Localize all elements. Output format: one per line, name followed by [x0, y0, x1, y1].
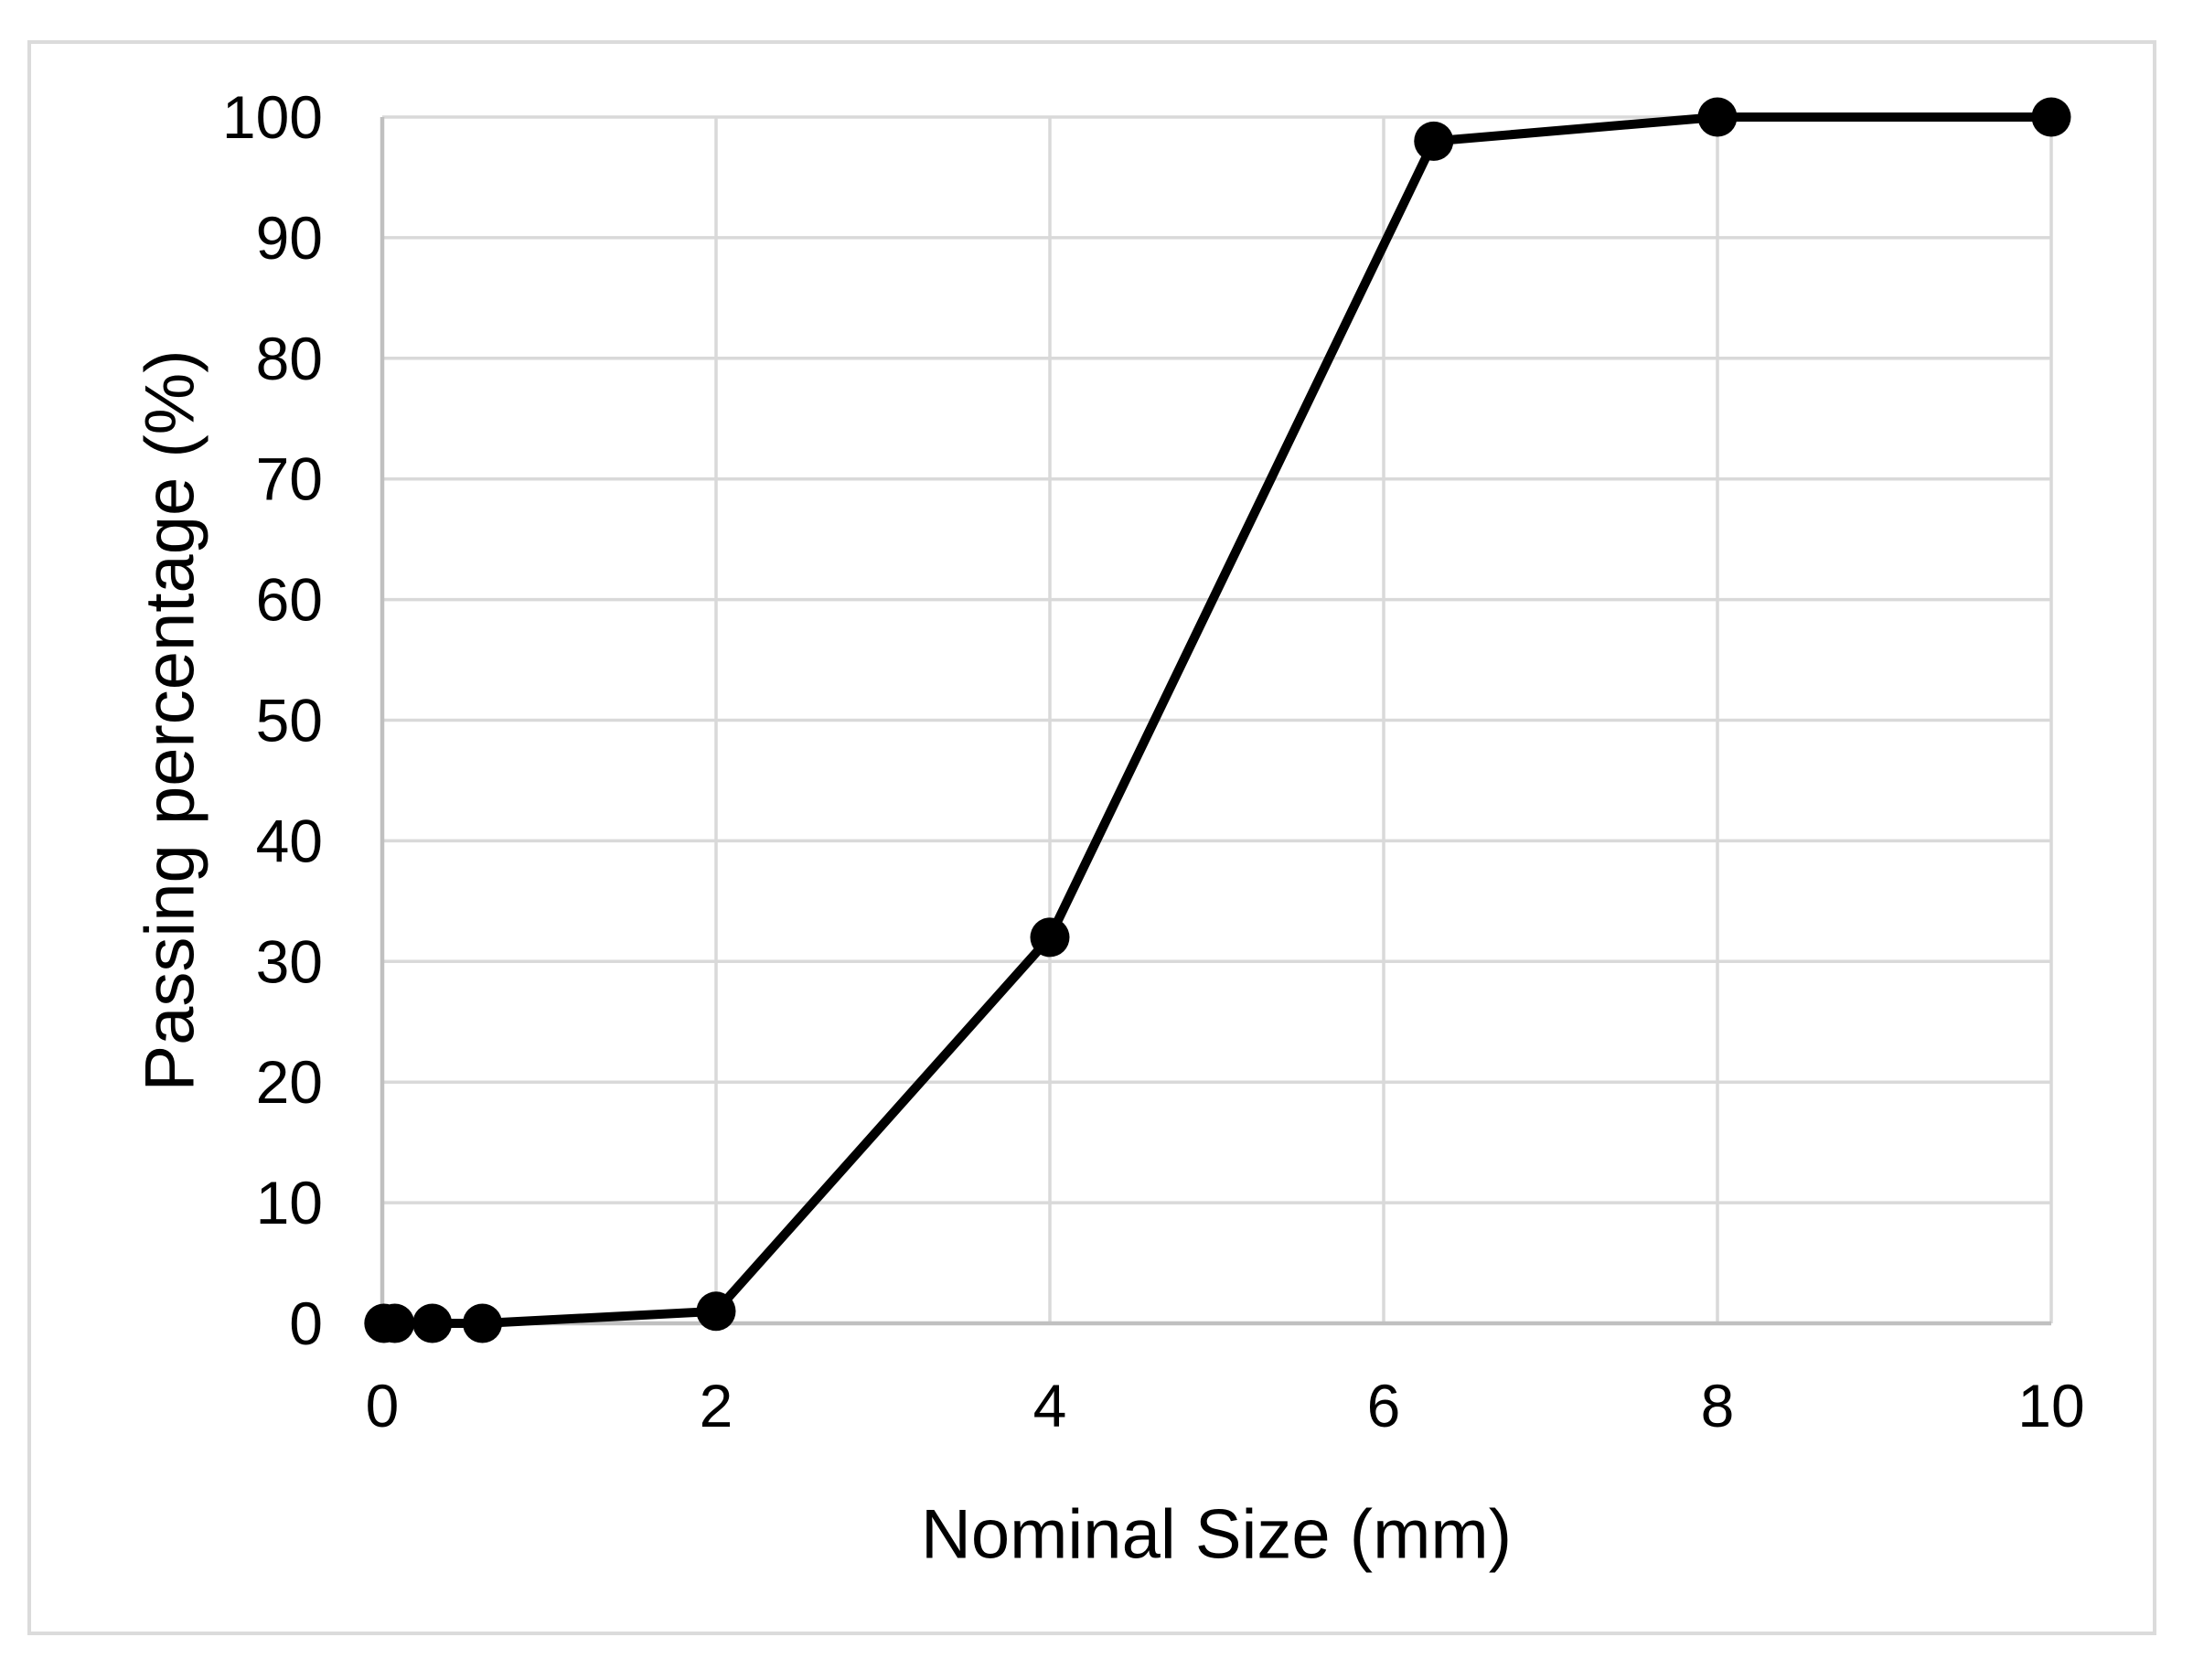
- y-axis-title: Passing percentage (%): [131, 349, 209, 1092]
- y-tick-label: 80: [256, 325, 323, 392]
- y-tick-label: 0: [289, 1289, 323, 1357]
- x-tick-label: 8: [1701, 1372, 1735, 1439]
- data-point-marker: [463, 1303, 502, 1343]
- tick-labels-layer: 0 10 20 30 40 50 60 70 80 90 100 0 2 4 6 8 10: [222, 83, 2085, 1439]
- x-axis-title: Nominal Size (mm): [920, 1495, 1513, 1574]
- series-layer: [364, 97, 2071, 1343]
- y-tick-label: 100: [222, 83, 323, 151]
- y-tick-label: 50: [256, 687, 323, 754]
- x-tick-label: 0: [366, 1372, 400, 1439]
- data-point-marker: [1030, 917, 1070, 958]
- y-tick-label: 90: [256, 204, 323, 272]
- y-tick-label: 60: [256, 566, 323, 634]
- axis-lines-layer: [380, 117, 2051, 1326]
- data-point-marker: [1414, 121, 1454, 161]
- data-point-marker: [696, 1291, 736, 1332]
- x-tick-label: 4: [1033, 1372, 1067, 1439]
- x-tick-label: 10: [2017, 1372, 2084, 1439]
- data-point-marker: [2031, 97, 2071, 137]
- y-tick-label: 30: [256, 927, 323, 995]
- y-tick-label: 70: [256, 445, 323, 513]
- gridlines-layer: [382, 115, 2053, 1323]
- y-tick-label: 10: [256, 1169, 323, 1236]
- data-point-marker: [1697, 97, 1738, 137]
- y-tick-label: 40: [256, 807, 323, 874]
- x-tick-label: 6: [1367, 1372, 1401, 1439]
- y-tick-label: 20: [256, 1048, 323, 1116]
- x-tick-label: 2: [700, 1372, 733, 1439]
- data-point-marker: [412, 1303, 453, 1343]
- data-point-marker: [375, 1303, 415, 1343]
